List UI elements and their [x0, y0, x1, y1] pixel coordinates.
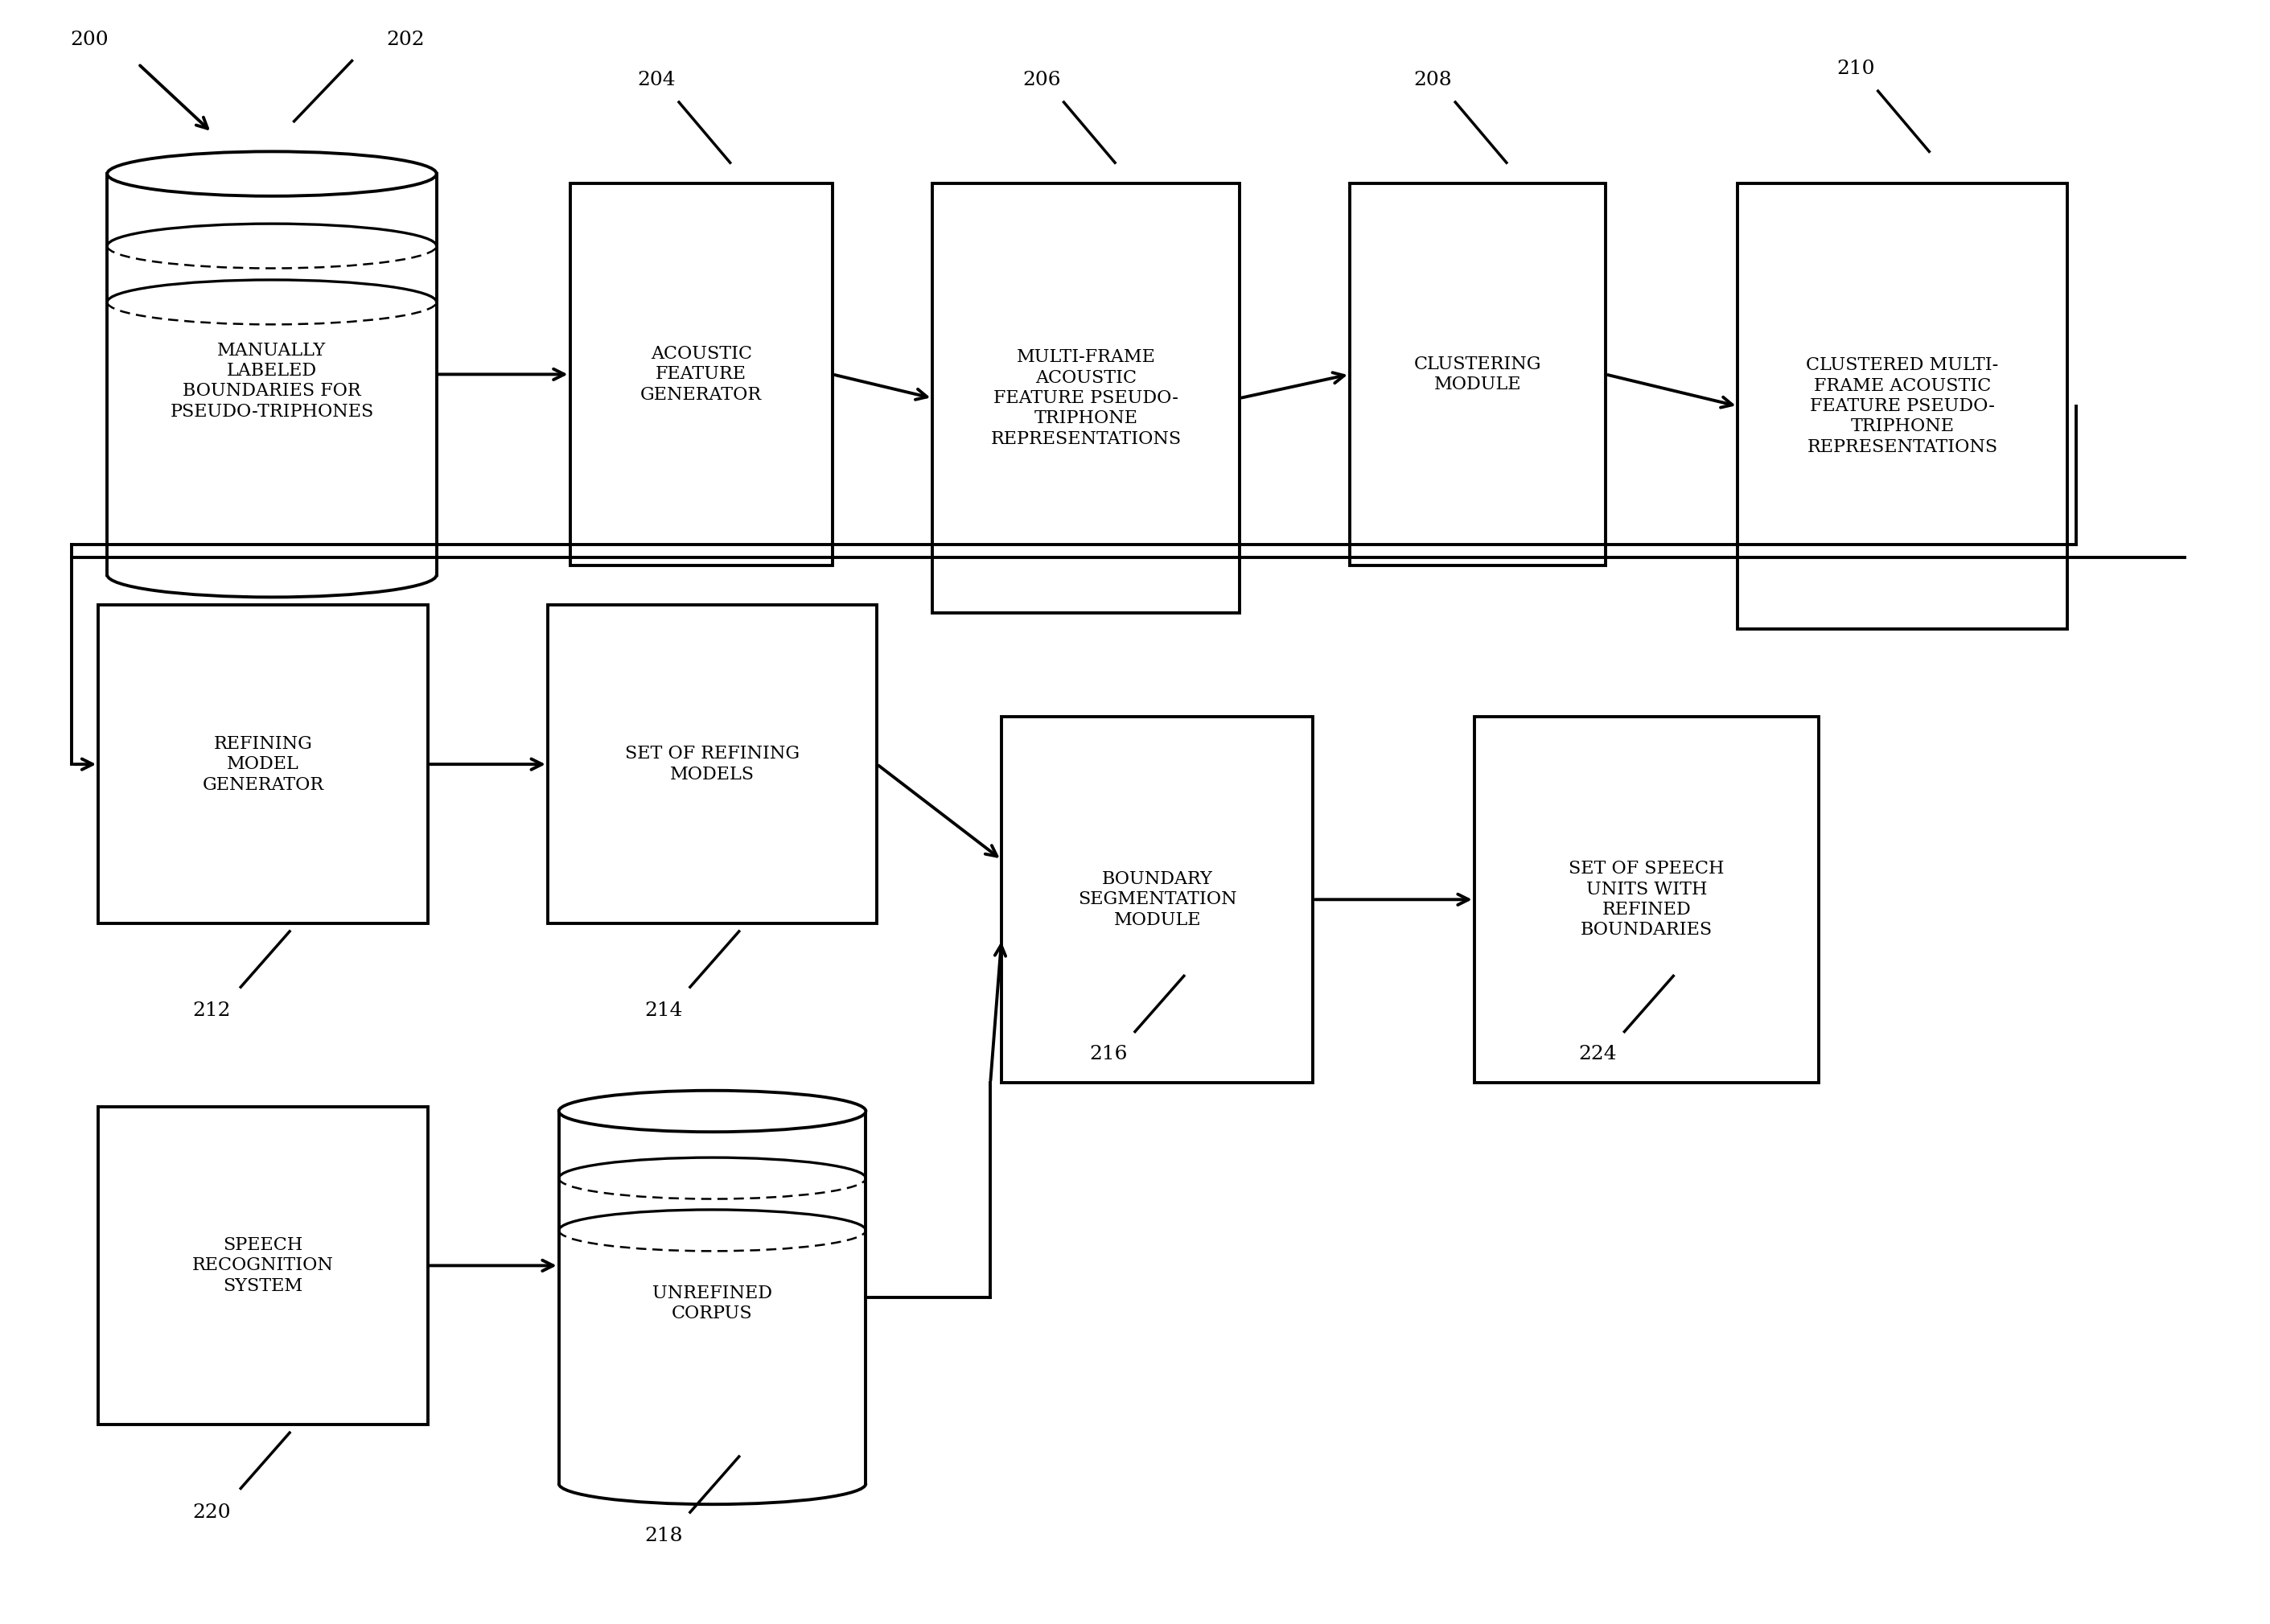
Text: 218: 218 [645, 1527, 683, 1546]
Text: 214: 214 [645, 1002, 683, 1020]
Text: 202: 202 [386, 31, 424, 49]
Text: 220: 220 [193, 1504, 232, 1522]
Text: 200: 200 [70, 31, 109, 49]
Polygon shape [558, 1111, 865, 1484]
Text: 206: 206 [1022, 71, 1060, 89]
Text: BOUNDARY
SEGMENTATION
MODULE: BOUNDARY SEGMENTATION MODULE [1078, 870, 1237, 929]
Text: 204: 204 [638, 71, 676, 89]
Text: SET OF SPEECH
UNITS WITH
REFINED
BOUNDARIES: SET OF SPEECH UNITS WITH REFINED BOUNDAR… [1569, 861, 1725, 939]
Text: 224: 224 [1578, 1044, 1616, 1064]
Text: CLUSTERED MULTI-
FRAME ACOUSTIC
FEATURE PSEUDO-
TRIPHONE
REPRESENTATIONS: CLUSTERED MULTI- FRAME ACOUSTIC FEATURE … [1807, 356, 1998, 456]
Polygon shape [107, 174, 436, 575]
Ellipse shape [558, 1091, 865, 1132]
Text: UNREFINED
CORPUS: UNREFINED CORPUS [651, 1285, 772, 1322]
Text: 216: 216 [1090, 1044, 1128, 1064]
Text: MANUALLY
LABELED
BOUNDARIES FOR
PSEUDO-TRIPHONES: MANUALLY LABELED BOUNDARIES FOR PSEUDO-T… [170, 341, 375, 421]
Text: CLUSTERING
MODULE: CLUSTERING MODULE [1414, 356, 1541, 393]
FancyBboxPatch shape [1473, 716, 1818, 1083]
FancyBboxPatch shape [1001, 716, 1312, 1083]
FancyBboxPatch shape [1739, 184, 2068, 628]
Text: ACOUSTIC
FEATURE
GENERATOR: ACOUSTIC FEATURE GENERATOR [640, 344, 763, 404]
FancyBboxPatch shape [570, 184, 833, 565]
Text: 210: 210 [1836, 60, 1875, 78]
FancyBboxPatch shape [98, 606, 427, 924]
Text: SET OF REFINING
MODELS: SET OF REFINING MODELS [624, 745, 799, 783]
Text: REFINING
MODEL
GENERATOR: REFINING MODEL GENERATOR [202, 736, 325, 794]
Text: 208: 208 [1414, 71, 1453, 89]
FancyBboxPatch shape [933, 184, 1239, 612]
Text: SPEECH
RECOGNITION
SYSTEM: SPEECH RECOGNITION SYSTEM [193, 1236, 334, 1294]
FancyBboxPatch shape [547, 606, 876, 924]
Text: MULTI-FRAME
ACOUSTIC
FEATURE PSEUDO-
TRIPHONE
REPRESENTATIONS: MULTI-FRAME ACOUSTIC FEATURE PSEUDO- TRI… [990, 349, 1180, 448]
Ellipse shape [107, 151, 436, 197]
FancyBboxPatch shape [98, 1106, 427, 1424]
FancyBboxPatch shape [1351, 184, 1605, 565]
Text: 212: 212 [193, 1002, 232, 1020]
